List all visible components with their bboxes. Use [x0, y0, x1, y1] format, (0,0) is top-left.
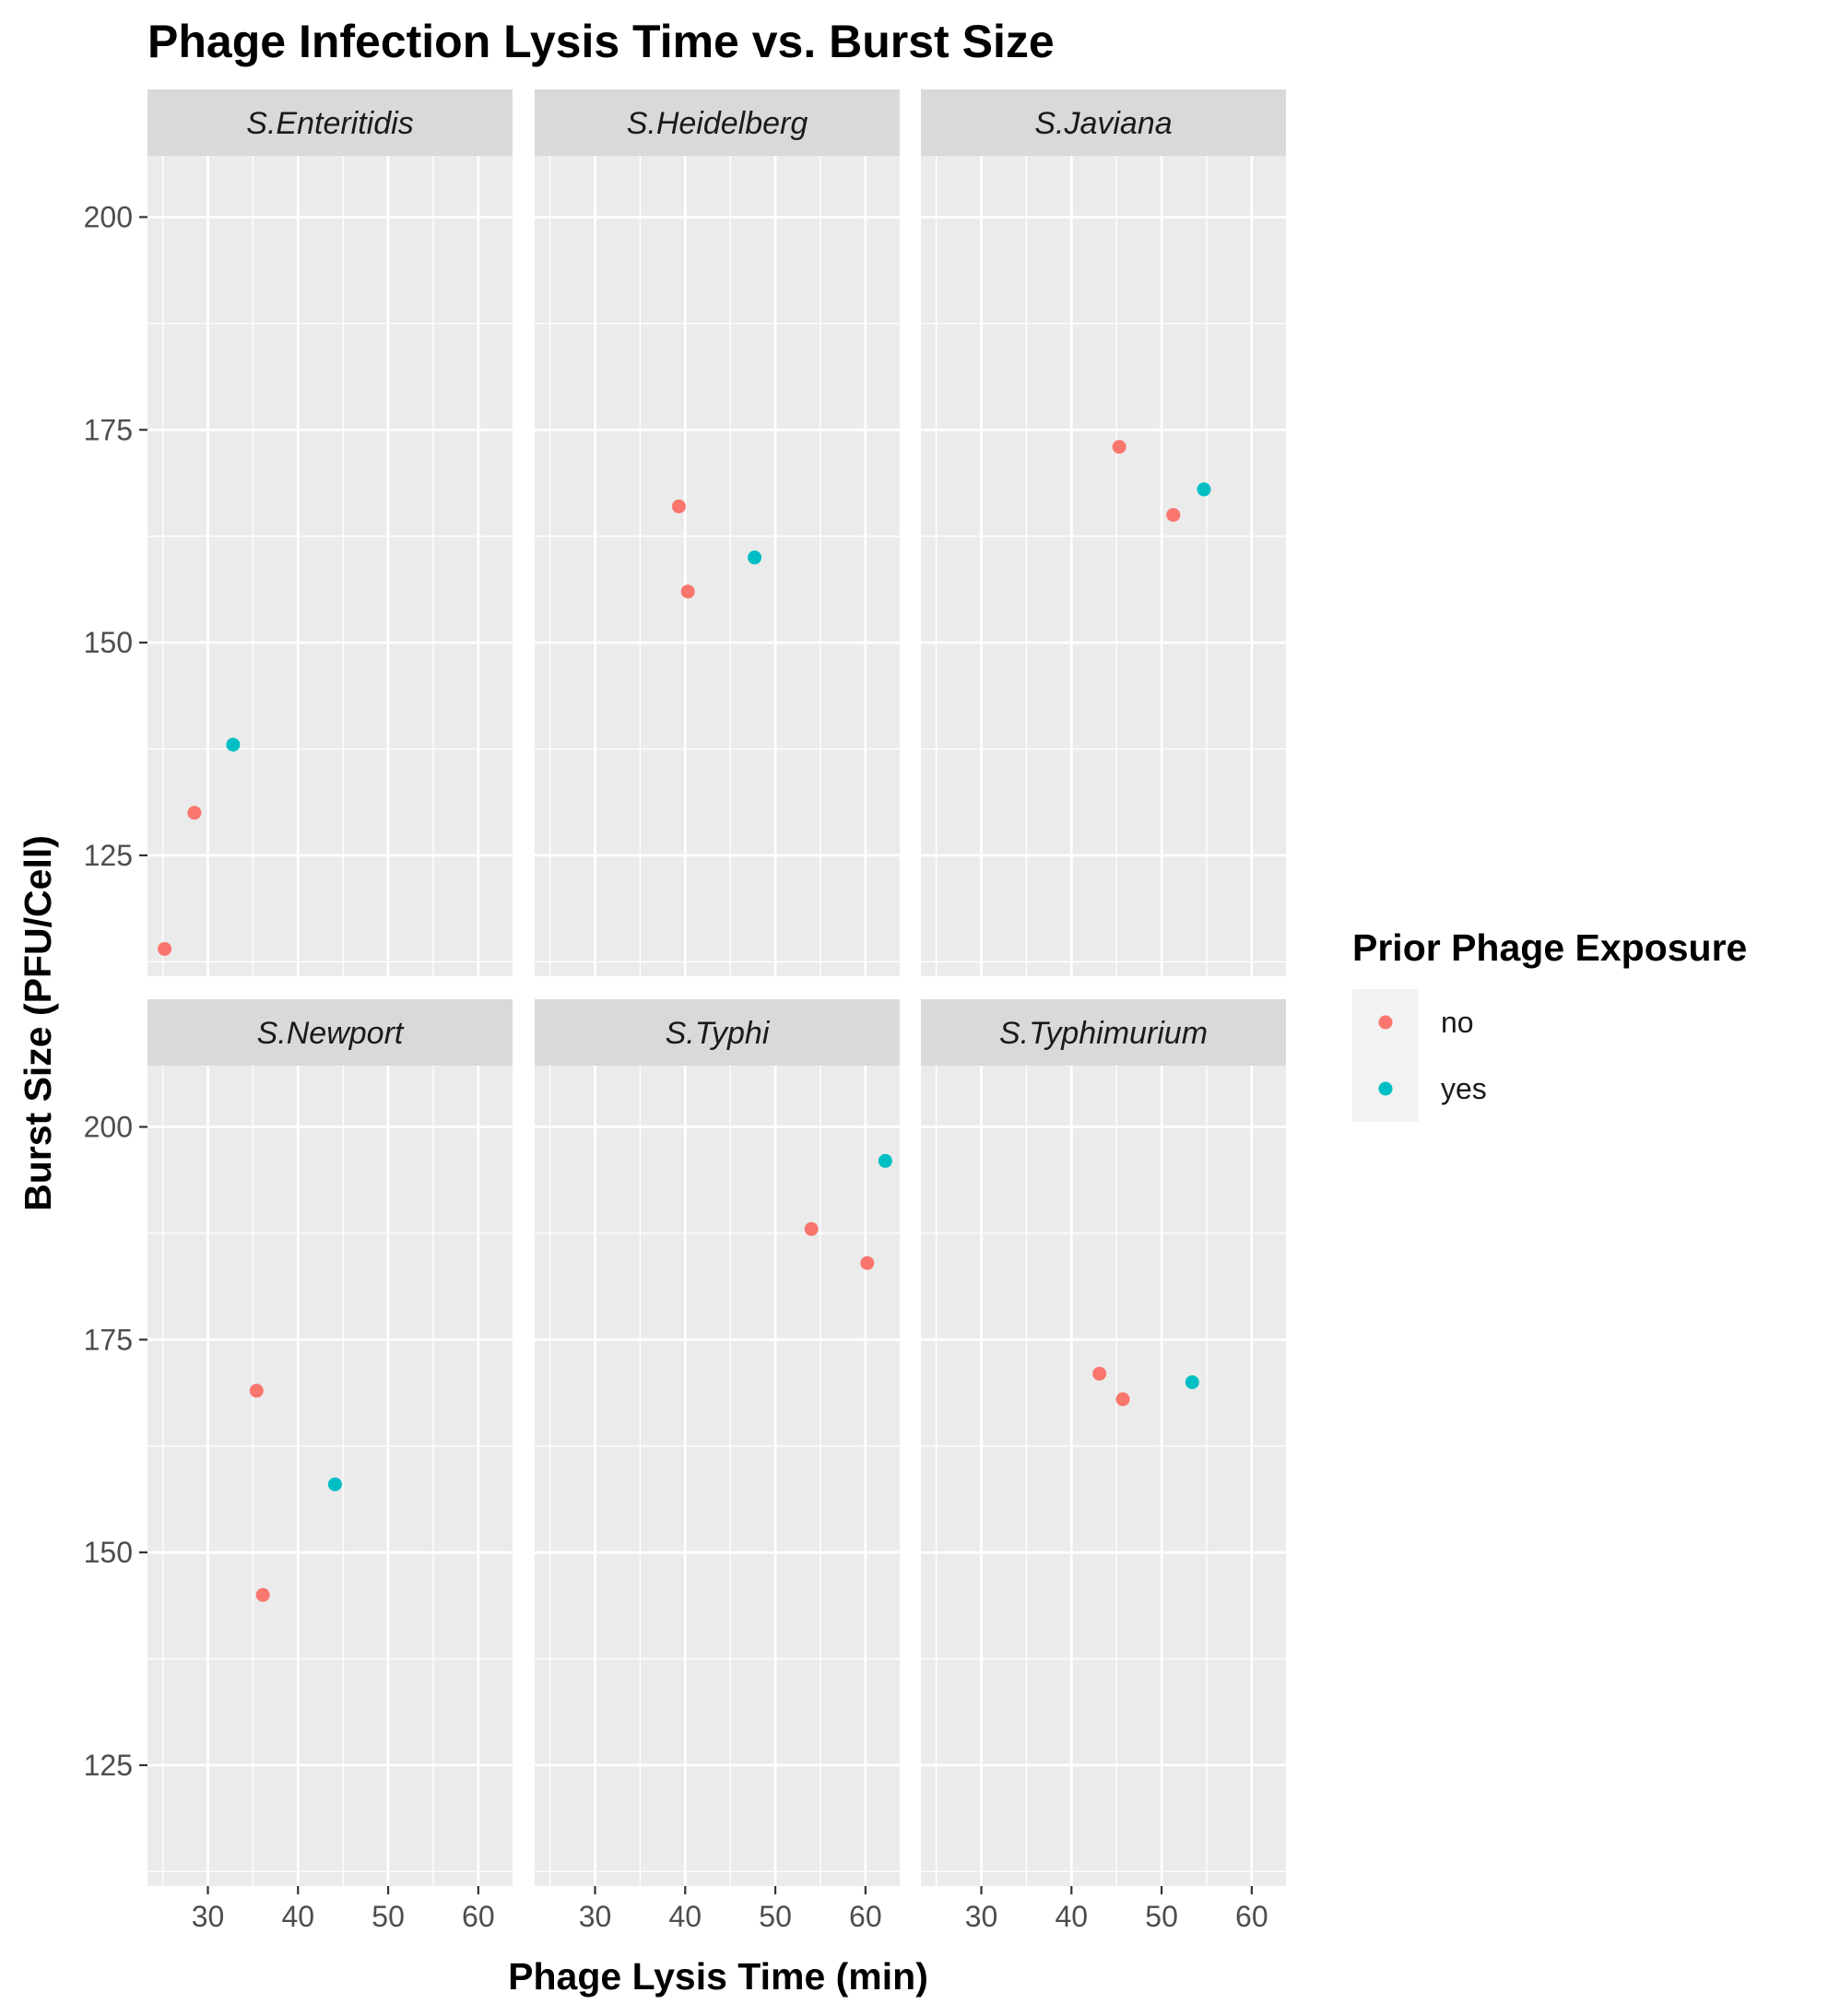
x-axis-title: Phage Lysis Time (min)	[508, 1955, 928, 1998]
panel-background	[147, 156, 513, 976]
x-tick-label: 60	[849, 1900, 882, 1933]
chart-title: Phage Infection Lysis Time vs. Burst Siz…	[147, 16, 1055, 67]
y-tick-label: 125	[84, 839, 133, 872]
legend-label: yes	[1441, 1072, 1487, 1105]
x-tick-label: 60	[462, 1900, 495, 1933]
panel-background	[535, 156, 900, 976]
data-point-no	[158, 941, 172, 956]
facet-strip	[921, 999, 1286, 1066]
x-tick-label: 50	[759, 1900, 792, 1933]
legend-key-no	[1378, 1015, 1393, 1030]
y-tick-label: 200	[84, 200, 133, 233]
x-tick-label: 50	[372, 1900, 405, 1933]
data-point-no	[187, 806, 202, 820]
data-point-no	[249, 1384, 264, 1398]
y-tick-label: 175	[84, 413, 133, 446]
facet-strip-label: S.Typhimurium	[999, 1016, 1208, 1051]
facet-strip-label: S.Heidelberg	[627, 106, 808, 141]
x-axes: 30 40 50 60 30 40 50 60 30 40 50 60	[192, 1886, 1268, 1933]
data-point-no	[804, 1221, 819, 1236]
facet-strip	[535, 89, 900, 156]
facet-strip	[147, 999, 513, 1066]
facet-strip-label: S.Newport	[257, 1016, 405, 1051]
data-point-no	[680, 584, 695, 599]
data-point-no	[1092, 1366, 1107, 1381]
facet-strip	[921, 89, 1286, 156]
legend-label: no	[1441, 1006, 1474, 1039]
data-point-no	[1112, 440, 1126, 454]
legend-title: Prior Phage Exposure	[1352, 926, 1747, 969]
y-tick-label: 200	[84, 1110, 133, 1143]
panel-background	[147, 1066, 513, 1886]
x-tick-label: 50	[1145, 1900, 1178, 1933]
facet-panel: S.Typhi	[535, 999, 900, 1886]
x-tick-label: 40	[1055, 1900, 1088, 1933]
legend: Prior Phage Exposure no yes	[1352, 926, 1747, 1122]
x-tick-label: 40	[281, 1900, 314, 1933]
data-point-no	[1166, 508, 1181, 523]
data-point-no	[671, 499, 686, 513]
facet-panels: S.Enteritidis S.Heidelberg S.Javiana S.Newp…	[147, 89, 1286, 1886]
facet-panel: S.Newport	[147, 999, 513, 1886]
y-tick-label: 125	[84, 1749, 133, 1782]
facet-panel: S.Javiana	[921, 89, 1286, 976]
x-tick-label: 30	[192, 1900, 225, 1933]
y-axes: 125 150 175 200 125 150 175 200	[84, 200, 147, 1782]
data-point-yes	[1185, 1374, 1199, 1389]
data-point-no	[860, 1256, 875, 1270]
data-point-yes	[1197, 482, 1211, 497]
y-tick-label: 150	[84, 626, 133, 659]
facet-panel: S.Typhimurium	[921, 999, 1286, 1886]
data-point-yes	[748, 550, 762, 565]
panel-background	[921, 156, 1286, 976]
panel-background	[921, 1066, 1286, 1886]
facet-panel: S.Heidelberg	[535, 89, 900, 976]
data-point-yes	[327, 1477, 342, 1491]
data-point-yes	[878, 1153, 892, 1168]
facet-strip	[535, 999, 900, 1066]
y-axis-title: Burst Size (PFU/Cell)	[17, 835, 59, 1211]
x-tick-label: 40	[668, 1900, 702, 1933]
facet-strip-label: S.Enteritidis	[246, 106, 413, 141]
x-tick-label: 30	[965, 1900, 998, 1933]
facet-panel: S.Enteritidis	[147, 89, 513, 976]
legend-key-yes	[1378, 1081, 1393, 1096]
x-tick-label: 30	[579, 1900, 612, 1933]
panel-background	[535, 1066, 900, 1886]
y-tick-label: 175	[84, 1323, 133, 1356]
x-tick-label: 60	[1235, 1900, 1268, 1933]
facet-strip	[147, 89, 513, 156]
data-point-no	[1115, 1392, 1130, 1407]
facet-strip-label: S.Javiana	[1034, 106, 1172, 141]
y-tick-label: 150	[84, 1536, 133, 1569]
facet-strip-label: S.Typhi	[666, 1016, 771, 1051]
data-point-no	[255, 1587, 270, 1602]
data-point-yes	[226, 737, 241, 752]
